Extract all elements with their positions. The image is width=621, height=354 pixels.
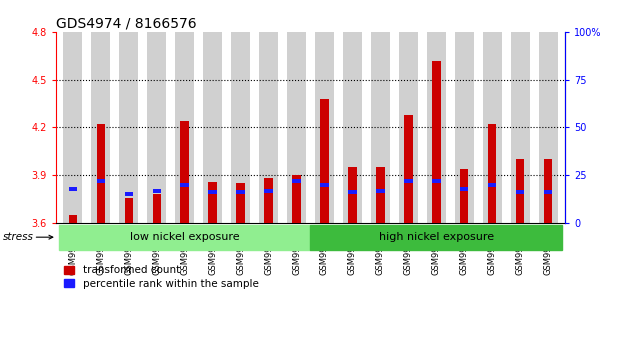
Bar: [209, 182, 217, 223]
Bar: [265, 189, 273, 193]
Bar: [231, 32, 250, 223]
Bar: [265, 178, 273, 223]
Bar: [544, 159, 553, 223]
Bar: [96, 179, 105, 183]
Bar: [348, 190, 356, 194]
Bar: [538, 32, 558, 223]
Bar: [510, 32, 530, 223]
Bar: [343, 32, 362, 223]
Bar: [516, 159, 525, 223]
Bar: [488, 124, 496, 223]
Bar: [432, 61, 440, 223]
Text: low nickel exposure: low nickel exposure: [130, 232, 240, 242]
Bar: [287, 32, 306, 223]
Bar: [320, 99, 329, 223]
Bar: [68, 215, 77, 223]
Bar: [376, 189, 384, 193]
Bar: [460, 187, 468, 190]
Bar: [153, 189, 161, 193]
Bar: [516, 190, 525, 194]
Bar: [259, 32, 278, 223]
Bar: [371, 32, 390, 223]
Bar: [315, 32, 334, 223]
Bar: [399, 32, 418, 223]
Bar: [488, 183, 496, 187]
Bar: [292, 175, 301, 223]
Bar: [68, 187, 77, 190]
Bar: [125, 192, 133, 196]
Bar: [209, 190, 217, 194]
Bar: [320, 183, 329, 187]
Text: high nickel exposure: high nickel exposure: [379, 232, 494, 242]
Bar: [119, 32, 138, 223]
Bar: [348, 167, 356, 223]
Text: GDS4974 / 8166576: GDS4974 / 8166576: [56, 17, 196, 31]
Bar: [147, 32, 166, 223]
Bar: [292, 179, 301, 183]
Bar: [404, 179, 412, 183]
Bar: [376, 167, 384, 223]
Bar: [181, 183, 189, 187]
Bar: [237, 190, 245, 194]
Bar: [125, 198, 133, 223]
Bar: [404, 115, 412, 223]
Bar: [432, 179, 440, 183]
Bar: [460, 169, 468, 223]
Bar: [237, 183, 245, 223]
Bar: [91, 32, 111, 223]
Bar: [544, 190, 553, 194]
Text: stress: stress: [2, 232, 34, 242]
Bar: [96, 124, 105, 223]
Bar: [203, 32, 222, 223]
Bar: [175, 32, 194, 223]
Bar: [427, 32, 446, 223]
Bar: [153, 194, 161, 223]
Bar: [63, 32, 83, 223]
Bar: [483, 32, 502, 223]
Legend: transformed count, percentile rank within the sample: transformed count, percentile rank withi…: [64, 266, 258, 289]
Bar: [181, 121, 189, 223]
Bar: [455, 32, 474, 223]
